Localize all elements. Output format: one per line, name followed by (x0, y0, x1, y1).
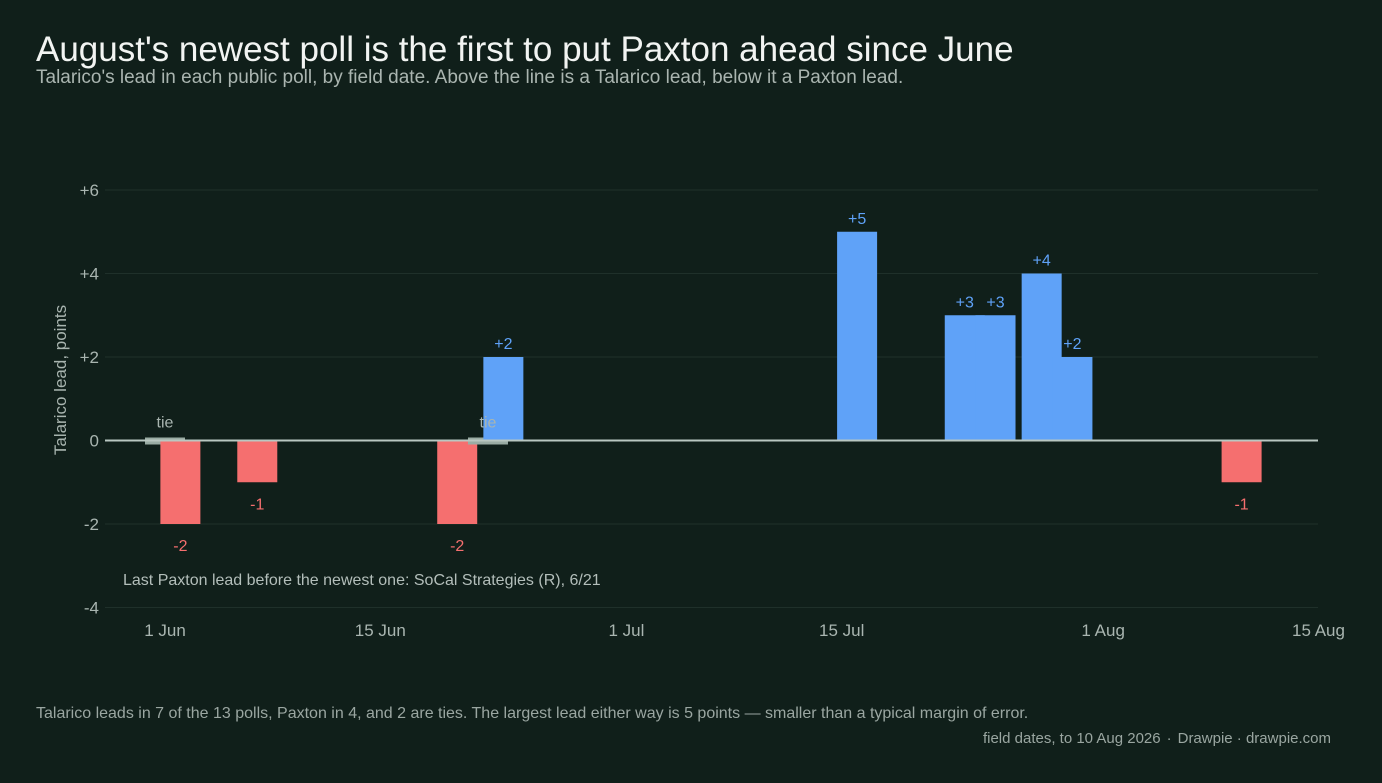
x-tick-label: 15 Jun (355, 621, 406, 640)
x-tick-label: 15 Jul (819, 621, 864, 640)
field-dates-note: field dates, to 10 Aug 2026 (982, 730, 1161, 747)
y-tick-label: 0 (90, 432, 99, 451)
credit-line: field dates, to 10 Aug 2026 · Drawpie · dr… (983, 730, 1331, 747)
paxton-lead-bar (237, 440, 278, 483)
bar-value-label: +3 (956, 294, 974, 311)
x-tick-label: 1 Jun (144, 621, 186, 640)
bar-chart: -4 -2 0 +2 +4 +6 1 Jun 15 Jun 1 Jul 15 Jul 1 Aug 15… (51, 181, 1345, 640)
x-tick-label: 1 Jul (608, 621, 644, 640)
paxton-lead-bar (160, 440, 201, 524)
y-tick-label: -4 (84, 599, 99, 618)
talarico-lead-bar (837, 231, 878, 441)
chart-subtitle: Talarico's lead in each public poll, by … (36, 67, 904, 88)
bar-value-label: -1 (250, 496, 264, 513)
x-tick-label: 1 Aug (1081, 621, 1125, 640)
bar-value-label: +2 (1063, 336, 1081, 353)
talarico-lead-bar (483, 357, 524, 441)
y-tick-label: +2 (80, 348, 99, 367)
bar-value-label: +2 (494, 336, 512, 353)
bar-value-label: +4 (1033, 253, 1051, 270)
chart-title: August's newest poll is the first to put… (36, 30, 1014, 69)
credit-separator: · (1166, 730, 1172, 747)
paxton-lead-bar (1221, 440, 1262, 483)
footnote: Talarico leads in 7 of the 13 polls, Pax… (36, 705, 1029, 722)
x-tick-label: 15 Aug (1292, 621, 1345, 640)
brand-credit: Drawpie · drawpie.com (1177, 730, 1331, 747)
bar-value-label: tie (480, 415, 497, 432)
talarico-lead-bar (1052, 357, 1093, 441)
bar-value-label: +5 (848, 211, 866, 228)
y-tick-label: +6 (80, 181, 99, 200)
bar-value-label: tie (157, 415, 174, 432)
bar-value-label: -1 (1234, 496, 1248, 513)
chart-annotation: Last Paxton lead before the newest one: … (123, 572, 601, 589)
y-axis-label: Talarico lead, points (51, 305, 70, 455)
talarico-lead-bar (975, 315, 1016, 441)
bar-value-label: +3 (986, 294, 1004, 311)
y-tick-label: +4 (80, 265, 99, 284)
y-tick-label: -2 (84, 515, 99, 534)
bar-value-label: -2 (173, 538, 187, 555)
bar-value-label: -2 (450, 538, 464, 555)
paxton-lead-bar (437, 440, 478, 524)
